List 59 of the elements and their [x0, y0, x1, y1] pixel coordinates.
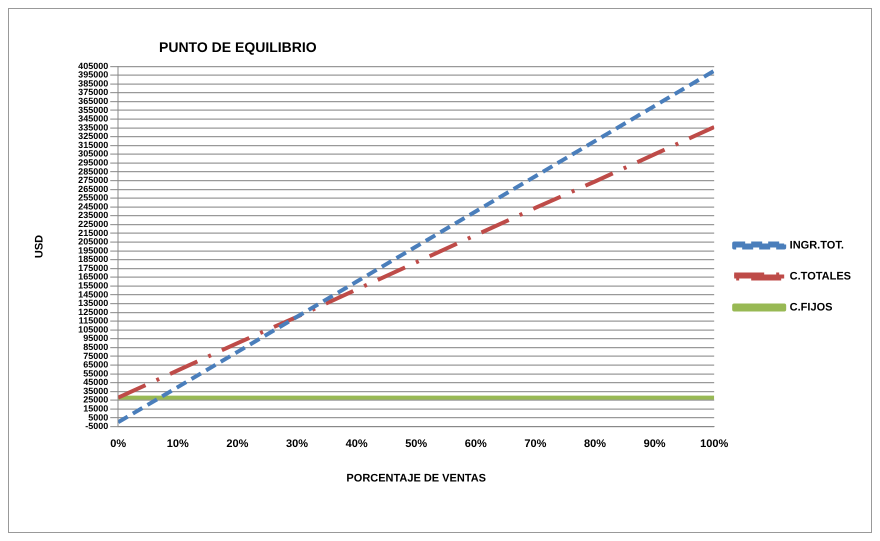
- y-tick-label: 305000: [78, 148, 108, 159]
- y-tick-label: 365000: [78, 96, 108, 106]
- x-axis-title: PORCENTAJE DE VENTAS: [346, 472, 486, 484]
- y-tick-label: 315000: [78, 140, 108, 150]
- y-tick-label: 5000: [88, 412, 108, 422]
- y-tick-label: 45000: [83, 377, 108, 388]
- y-tick-label: 355000: [78, 104, 108, 115]
- y-tick-label: 325000: [78, 131, 108, 142]
- y-tick-label: 395000: [78, 70, 108, 80]
- legend-label: C.FIJOS: [790, 302, 832, 314]
- y-tick-label: 165000: [78, 272, 108, 282]
- y-tick-label: 245000: [78, 201, 108, 212]
- x-tick-label: 0%: [110, 438, 126, 450]
- y-tick-label: 85000: [83, 342, 108, 352]
- x-tick-label: 90%: [644, 438, 666, 450]
- x-tick-label: 50%: [405, 438, 428, 450]
- legend-label: INGR.TOT.: [790, 240, 844, 252]
- y-tick-label: 155000: [78, 280, 108, 291]
- y-tick-label: 185000: [78, 254, 108, 264]
- y-tick-label: 275000: [78, 175, 108, 186]
- y-tick-label: 105000: [78, 324, 108, 334]
- y-tick-label: 235000: [78, 210, 108, 220]
- y-tick-label: 215000: [78, 228, 108, 238]
- y-tick-label: 175000: [78, 262, 108, 273]
- y-tick-label: 255000: [78, 192, 108, 203]
- y-tick-label: 145000: [78, 289, 108, 300]
- x-tick-label: 30%: [286, 438, 308, 450]
- x-tick-label: 70%: [524, 438, 547, 450]
- y-tick-label: 205000: [78, 236, 108, 247]
- y-tick-label: 265000: [78, 184, 108, 194]
- y-tick-label: 15000: [83, 404, 108, 414]
- y-tick-label: 225000: [78, 219, 108, 230]
- y-tick-label: -5000: [85, 421, 108, 432]
- x-tick-label: 100%: [700, 438, 728, 450]
- chart-title: PUNTO DE EQUILIBRIO: [159, 39, 317, 55]
- legend-label: C.TOTALES: [790, 270, 852, 283]
- x-tick-label: 40%: [346, 438, 368, 450]
- y-tick-label: 65000: [83, 360, 108, 370]
- y-tick-label: 115000: [78, 316, 108, 326]
- y-tick-label: 35000: [83, 386, 108, 396]
- y-tick-label: 375000: [78, 87, 108, 98]
- y-tick-label: 55000: [83, 368, 108, 378]
- y-tick-label: 25000: [83, 394, 108, 405]
- x-tick-label: 20%: [226, 438, 249, 450]
- x-tick-label: 80%: [584, 438, 606, 450]
- y-tick-label: 135000: [78, 298, 108, 308]
- y-tick-label: 125000: [78, 306, 108, 317]
- y-tick-label: 295000: [78, 158, 108, 168]
- x-tick-label: 60%: [464, 438, 488, 450]
- y-tick-label: 345000: [78, 114, 108, 124]
- x-tick-label: 10%: [166, 438, 190, 450]
- y-tick-label: 95000: [83, 333, 108, 344]
- y-tick-label: 195000: [78, 245, 108, 256]
- y-tick-label: 75000: [83, 350, 108, 361]
- y-tick-label: 405000: [78, 60, 108, 71]
- y-tick-label: 385000: [78, 78, 108, 88]
- y-tick-label: 335000: [78, 122, 108, 132]
- y-axis-title: USD: [34, 234, 46, 258]
- y-tick-label: 285000: [78, 166, 108, 176]
